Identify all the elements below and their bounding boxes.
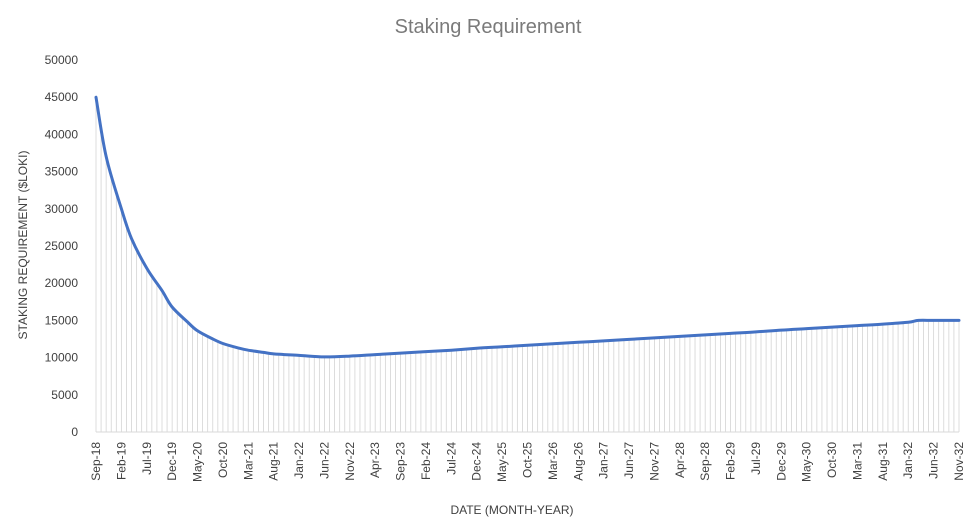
- y-tick-label: 50000: [45, 53, 79, 67]
- x-tick-label: Oct-25: [521, 442, 535, 478]
- x-tick-label: Jun-22: [317, 442, 331, 479]
- x-tick-label: Oct-30: [825, 442, 839, 478]
- y-tick-label: 15000: [45, 313, 79, 327]
- y-tick-label: 5000: [51, 388, 78, 402]
- y-tick-label: 30000: [45, 202, 79, 216]
- y-tick-label: 45000: [45, 90, 79, 104]
- x-tick-label: May-20: [191, 442, 205, 482]
- x-tick-label: Feb-19: [114, 442, 128, 480]
- y-axis-ticks: 0 5000 10000 15000 20000 25000 30000 35000 40000…: [45, 53, 79, 439]
- y-tick-label: 40000: [45, 127, 79, 141]
- x-tick-label: Jan-27: [597, 442, 611, 479]
- y-axis-label: STAKING REQUIREMENT ($LOKI): [16, 151, 30, 340]
- x-tick-label: Aug-26: [571, 442, 585, 481]
- x-tick-label: May-30: [800, 442, 814, 482]
- x-tick-label: Jul-29: [749, 442, 763, 475]
- x-tick-label: Dec-24: [470, 442, 484, 481]
- y-tick-label: 0: [71, 425, 78, 439]
- x-tick-label: Jan-32: [901, 442, 915, 479]
- x-tick-label: Sep-23: [394, 442, 408, 481]
- chart-title: Staking Requirement: [395, 16, 582, 38]
- y-tick-label: 35000: [45, 165, 79, 179]
- x-tick-label: Dec-29: [774, 442, 788, 481]
- x-tick-label: Jul-19: [140, 442, 154, 475]
- x-tick-label: May-25: [495, 442, 509, 482]
- x-tick-label: Mar-31: [850, 442, 864, 480]
- x-tick-label: Feb-24: [419, 442, 433, 480]
- x-tick-label: Jan-22: [292, 442, 306, 479]
- x-tick-label: Jul-24: [444, 442, 458, 475]
- x-tick-label: Apr-28: [673, 442, 687, 478]
- x-axis-ticks: Sep-18 Feb-19 Jul-19 Dec-19 May-20 Oct-20 Mar-…: [89, 442, 966, 482]
- x-axis-label: DATE (MONTH-YEAR): [450, 503, 573, 517]
- x-tick-label: Nov-32: [952, 442, 966, 481]
- x-tick-label: Aug-21: [267, 442, 281, 481]
- x-tick-label: Jun-27: [622, 442, 636, 479]
- area-fill-lines: [95, 97, 960, 432]
- x-tick-label: Mar-21: [241, 442, 255, 480]
- y-tick-label: 25000: [45, 239, 79, 253]
- x-tick-label: Oct-20: [216, 442, 230, 478]
- x-tick-label: Mar-26: [546, 442, 560, 480]
- x-tick-label: Apr-23: [368, 442, 382, 478]
- x-tick-label: Sep-18: [89, 442, 103, 481]
- x-tick-label: Nov-22: [343, 442, 357, 481]
- x-tick-label: Jun-32: [927, 442, 941, 479]
- y-tick-label: 20000: [45, 276, 79, 290]
- x-tick-label: Aug-31: [876, 442, 890, 481]
- x-tick-label: Nov-27: [647, 442, 661, 481]
- series-line: [94, 95, 961, 359]
- x-tick-label: Dec-19: [165, 442, 179, 481]
- x-tick-label: Feb-29: [724, 442, 738, 480]
- y-tick-label: 10000: [45, 351, 79, 365]
- x-tick-label: Sep-28: [698, 442, 712, 481]
